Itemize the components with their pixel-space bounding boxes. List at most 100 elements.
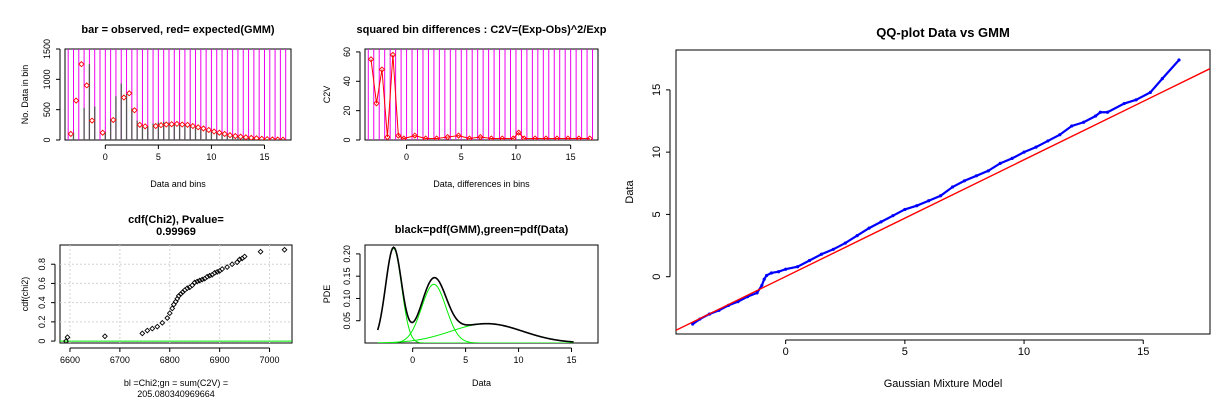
expected-point xyxy=(205,126,212,134)
qq-point xyxy=(795,265,800,269)
cdf-point xyxy=(175,292,182,299)
qq-point xyxy=(1134,98,1138,102)
c2v-point xyxy=(499,135,506,140)
y-tick-label: 0 xyxy=(37,339,47,344)
cdf-point xyxy=(189,282,196,289)
x-tick-label: 0 xyxy=(410,355,415,365)
qq-point xyxy=(1177,58,1181,62)
expected-point xyxy=(168,121,175,128)
cdf-point xyxy=(281,246,288,253)
y-tick-label: 5 xyxy=(651,211,663,217)
qq-point xyxy=(1082,120,1086,124)
c2v-point xyxy=(444,133,451,140)
plot-area xyxy=(67,49,287,140)
cdf-point xyxy=(204,273,211,280)
chart-title-line2: 0.99969 xyxy=(156,226,196,238)
qq-point xyxy=(1022,150,1026,154)
x-tick-label: 15 xyxy=(259,152,269,162)
c2v-point xyxy=(477,133,484,140)
y-tick-label: 10 xyxy=(651,146,663,158)
expected-point xyxy=(67,130,74,138)
expected-point xyxy=(263,135,271,140)
x-tick-label: 15 xyxy=(566,152,576,162)
x-tick-label: 6800 xyxy=(160,355,180,365)
qq-point xyxy=(819,252,824,256)
cdf-point xyxy=(194,278,201,285)
qq-point xyxy=(1105,110,1110,114)
c2v-line xyxy=(370,54,590,140)
qq-point xyxy=(927,199,931,203)
plot-frame xyxy=(675,49,1211,335)
y-tick-label: 0.15 xyxy=(342,267,352,285)
chart-title: cdf(Chi2), Pvalue= xyxy=(128,214,224,226)
qq-point xyxy=(769,271,773,275)
c2v-point xyxy=(400,135,407,140)
x-tick-label: 5 xyxy=(459,152,464,162)
c2v-point xyxy=(564,135,572,140)
cdf-point xyxy=(169,305,176,312)
x-tick-label: 10 xyxy=(514,355,524,365)
c2v-point xyxy=(411,132,418,139)
qq-point xyxy=(760,283,764,288)
c2v-point xyxy=(542,135,550,140)
x-tick-label: 5 xyxy=(156,152,161,162)
c2v-point xyxy=(433,135,440,140)
qq-point xyxy=(879,220,883,224)
x-axis-label: bl =Chi2;gn = sum(C2V) = xyxy=(124,378,228,388)
qq-point xyxy=(755,291,759,295)
c2v-point xyxy=(395,132,402,139)
expected-point xyxy=(274,136,281,140)
y-tick-label: 500 xyxy=(42,102,52,117)
expected-point xyxy=(78,61,85,68)
expected-point xyxy=(195,124,202,131)
cdf-point xyxy=(164,315,171,321)
expected-point xyxy=(157,122,165,129)
c2v-point xyxy=(455,132,462,139)
chart-title: QQ-plot Data vs GMM xyxy=(876,25,1010,40)
y-tick-label: 20 xyxy=(342,106,352,116)
component-pdf-curve xyxy=(377,323,574,343)
x-axis-label: Data xyxy=(472,378,491,388)
x-tick-label: 10 xyxy=(1018,346,1030,358)
x-tick-label: 7000 xyxy=(260,355,280,365)
expected-point xyxy=(237,133,244,140)
c2v-point xyxy=(510,135,517,140)
component-pdf-curve xyxy=(377,283,574,343)
expected-point xyxy=(136,121,143,128)
c2v-point xyxy=(367,56,375,63)
x-axis-label-line2: 205.080340969664 xyxy=(137,389,215,399)
expected-point xyxy=(269,136,276,140)
expected-point xyxy=(83,82,90,89)
x-tick-label: 6700 xyxy=(110,355,130,365)
x-tick-label: 5 xyxy=(463,355,468,365)
plot-frame xyxy=(364,48,599,141)
expected-point xyxy=(210,128,218,135)
expected-point xyxy=(152,122,159,130)
c2v-point xyxy=(575,135,582,140)
expected-point xyxy=(173,120,181,128)
x-tick-label: 6900 xyxy=(210,355,230,365)
x-axis-label: Data, differences in bins xyxy=(433,179,530,189)
cdf-point xyxy=(179,289,186,296)
plot-area xyxy=(367,49,594,140)
cdf-point xyxy=(144,327,151,334)
y-tick-label: 40 xyxy=(342,76,352,86)
y-axis-label: cdf(chi2) xyxy=(20,277,30,312)
cdf-point xyxy=(101,333,108,340)
x-tick-label: 0 xyxy=(783,346,789,358)
expected-point xyxy=(99,129,106,136)
c2v-point xyxy=(384,133,391,140)
x-tick-label: 0 xyxy=(404,152,409,162)
y-tick-label: 15 xyxy=(651,84,663,96)
qq-point xyxy=(762,277,766,281)
c2v-point xyxy=(553,135,561,140)
qq-reference-line xyxy=(676,68,1210,331)
qq-point xyxy=(986,169,990,173)
cdf-point xyxy=(219,266,226,272)
plot-p4: 0 5 10 15 0.05 0.10 0.15 0.20 black=pdf(GMM),gre… xyxy=(322,224,599,388)
plot-area xyxy=(676,58,1210,331)
qq-point xyxy=(891,214,895,218)
expected-point xyxy=(216,129,223,136)
cdf-point xyxy=(257,248,264,255)
qq-point xyxy=(939,194,943,198)
